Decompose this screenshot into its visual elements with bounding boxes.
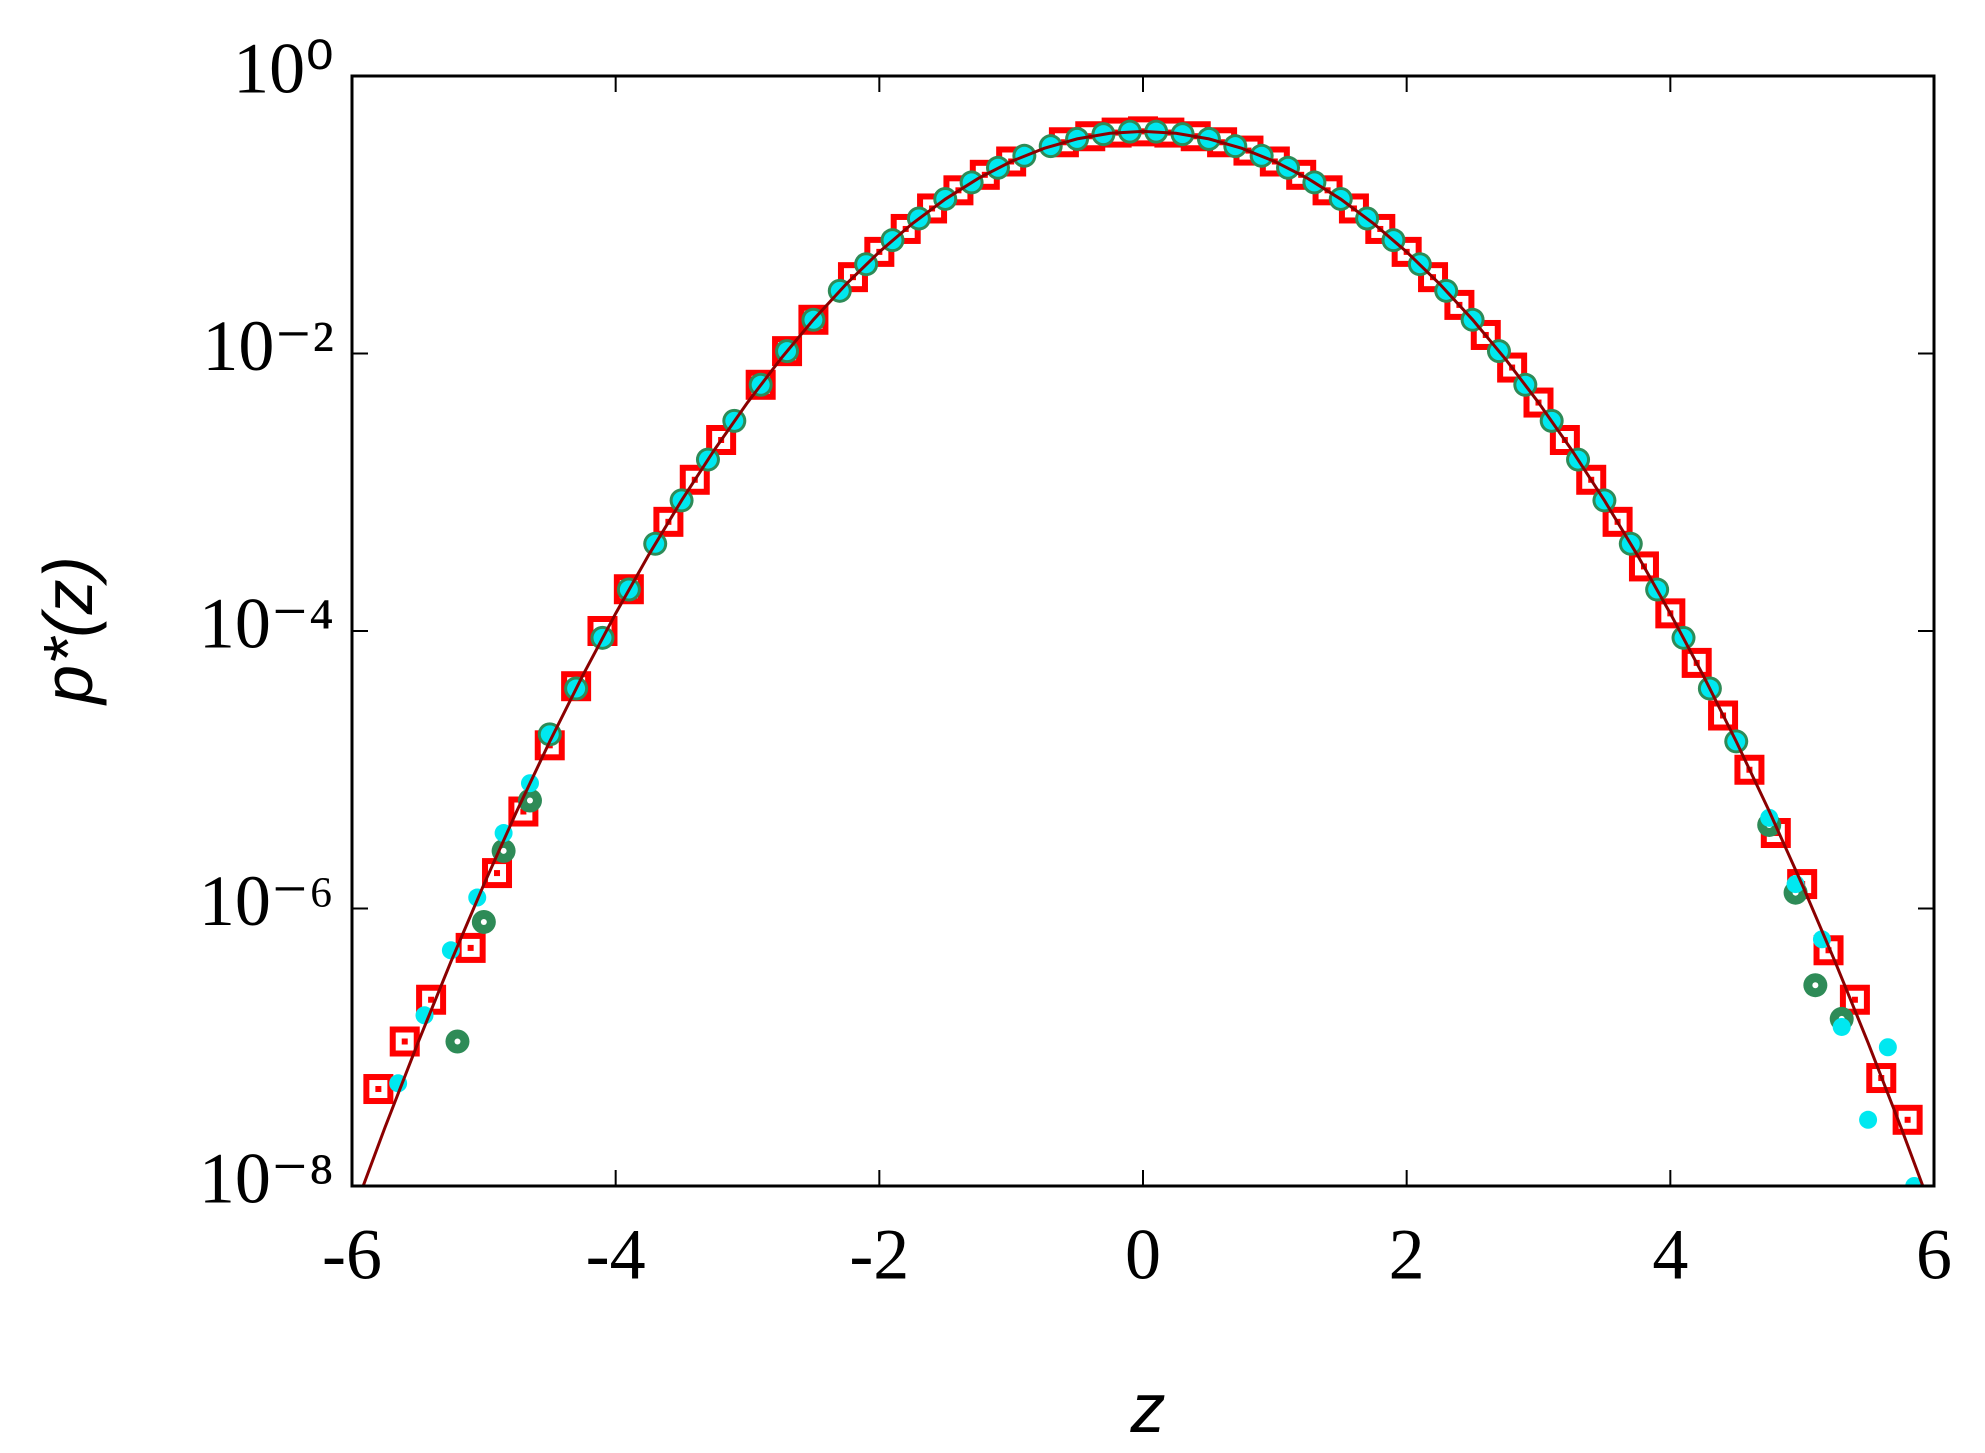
circle-marker-center bbox=[480, 918, 487, 925]
x-tick-label: 0 bbox=[1125, 1215, 1161, 1295]
circle-marker-center bbox=[500, 847, 507, 854]
x-tick-label: 2 bbox=[1389, 1215, 1425, 1295]
y-tick-label: 10⁻⁶ bbox=[199, 861, 334, 941]
y-tick-label: 10⁰ bbox=[233, 29, 334, 109]
square-marker-center bbox=[1851, 996, 1858, 1003]
x-tick-label: -6 bbox=[322, 1215, 382, 1295]
x-tick-label: 4 bbox=[1652, 1215, 1688, 1295]
x-axis-label: z bbox=[1130, 1369, 1166, 1447]
square-marker-center bbox=[520, 808, 527, 815]
square-marker bbox=[1549, 424, 1580, 455]
y-axis-label: p*(z) bbox=[29, 556, 107, 706]
dot-marker bbox=[1832, 1017, 1851, 1036]
x-tick-label: 6 bbox=[1916, 1215, 1952, 1295]
square-marker bbox=[363, 1074, 394, 1105]
circle-marker-center bbox=[454, 1038, 461, 1045]
circle-marker-center bbox=[526, 797, 533, 804]
x-tick-label: -2 bbox=[849, 1215, 909, 1295]
square-marker bbox=[1576, 464, 1607, 495]
square-marker-center bbox=[467, 944, 474, 951]
y-tick-label: 10⁻⁴ bbox=[199, 584, 334, 664]
dot-marker bbox=[1859, 1110, 1878, 1129]
square-marker-center bbox=[401, 1038, 408, 1045]
square-marker bbox=[1681, 647, 1712, 678]
square-marker-center bbox=[494, 870, 501, 877]
square-marker-center bbox=[428, 996, 435, 1003]
square-marker-center bbox=[375, 1086, 382, 1093]
square-marker-center bbox=[1825, 947, 1832, 954]
circle-marker-center bbox=[1812, 982, 1819, 989]
square-marker bbox=[1708, 700, 1739, 731]
y-tick-label: 10⁻⁸ bbox=[199, 1139, 334, 1219]
fit-line bbox=[361, 129, 1925, 1186]
square-marker-center bbox=[1904, 1116, 1911, 1123]
y-tick-label: 10⁻² bbox=[202, 306, 334, 386]
dot-marker bbox=[1878, 1038, 1897, 1057]
x-tick-label: -4 bbox=[586, 1215, 646, 1295]
dot-marker bbox=[415, 1006, 434, 1025]
plot-area bbox=[361, 116, 1925, 1186]
